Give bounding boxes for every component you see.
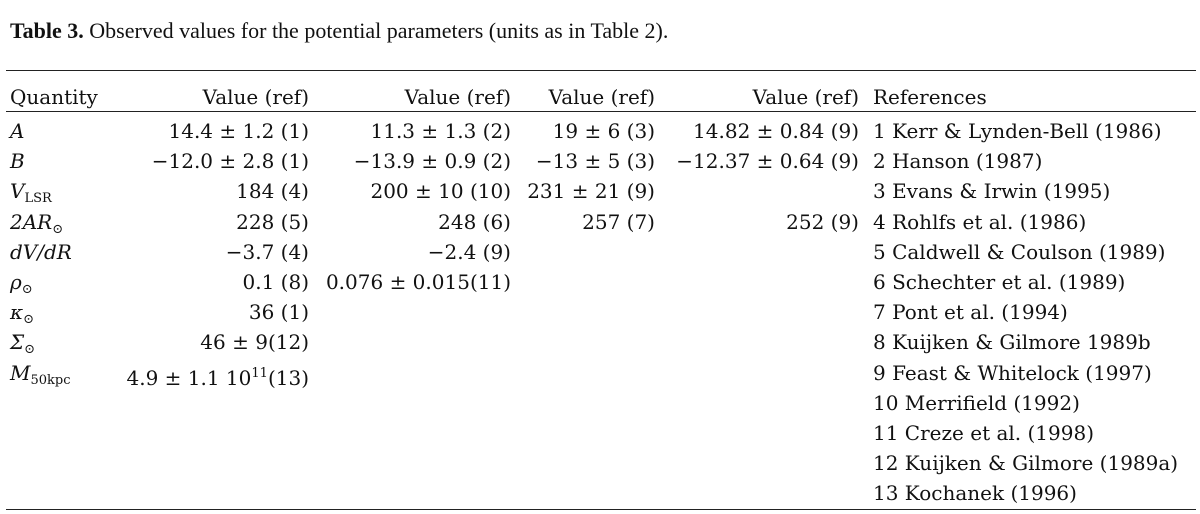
value-cell-1: 228 (5) [236, 210, 309, 234]
table-caption-label: Table 3. [10, 18, 84, 43]
table-caption-text: Observed values for the potential parame… [83, 18, 669, 43]
quantity-cell: VLSR [10, 178, 52, 212]
reference-cell: 8 Kuijken & Gilmore 1989b [873, 330, 1151, 354]
value-cell-2: −13.9 ± 0.9 (2) [353, 149, 511, 173]
value-cell-4: −12.37 ± 0.64 (9) [676, 149, 859, 173]
header-value-2: Value (ref) [404, 85, 511, 109]
value-cell-4: 252 (9) [786, 210, 859, 234]
value-cell-1: 184 (4) [236, 179, 309, 203]
header-value-1: Value (ref) [202, 85, 309, 109]
value-ref: (13) [267, 366, 309, 390]
quantity-subscript: ⊙ [52, 222, 64, 237]
quantity-cell: 2AR⊙ [10, 209, 63, 243]
reference-cell: 1 Kerr & Lynden-Bell (1986) [873, 119, 1162, 143]
value-cell-1: 0.1 (8) [242, 270, 310, 294]
value-cell-1: 14.4 ± 1.2 (1) [168, 119, 310, 143]
reference-cell: 7 Pont et al. (1994) [873, 300, 1068, 324]
value-cell-3: 231 ± 21 (9) [527, 179, 655, 203]
value-mantissa: 4.9 ± 1.1 10 [126, 366, 252, 390]
quantity-subscript: 50kpc [30, 373, 71, 388]
quantity-cell: κ⊙ [10, 299, 34, 333]
header-rule [6, 111, 1196, 112]
value-cell-1: 4.9 ± 1.1 1011(13) [126, 360, 309, 392]
table-caption: Table 3. Observed values for the potenti… [10, 18, 668, 44]
value-cell-2: 0.076 ± 0.015(11) [325, 270, 511, 294]
value-cell-1: −3.7 (4) [225, 240, 309, 264]
quantity-symbol: dV/dR [10, 240, 72, 264]
value-cell-3: 257 (7) [582, 210, 655, 234]
value-cell-1: 46 ± 9(12) [200, 330, 309, 354]
quantity-cell: ρ⊙ [10, 269, 33, 303]
quantity-symbol: V [10, 179, 25, 203]
reference-cell: 4 Rohlfs et al. (1986) [873, 210, 1087, 234]
value-cell-2: 248 (6) [438, 210, 511, 234]
quantity-symbol: M [10, 361, 31, 385]
quantity-symbol: Σ [10, 330, 25, 354]
reference-cell: 12 Kuijken & Gilmore (1989a) [873, 451, 1179, 475]
reference-cell: 5 Caldwell & Coulson (1989) [873, 240, 1166, 264]
quantity-symbol: κ [10, 300, 24, 324]
header-references: References [873, 85, 987, 109]
reference-cell: 10 Merrifield (1992) [873, 391, 1080, 415]
quantity-cell: A [10, 118, 24, 145]
header-quantity: Quantity [10, 85, 98, 109]
quantity-symbol: B [10, 149, 25, 173]
value-cell-1: 36 (1) [248, 300, 309, 324]
reference-cell: 11 Creze et al. (1998) [873, 421, 1095, 445]
value-cell-3: −13 ± 5 (3) [535, 149, 655, 173]
quantity-subscript: ⊙ [23, 312, 35, 327]
header-value-4: Value (ref) [752, 85, 859, 109]
reference-cell: 9 Feast & Whitelock (1997) [873, 361, 1152, 385]
header-value-3: Value (ref) [548, 85, 655, 109]
quantity-symbol: A [10, 119, 25, 143]
quantity-cell: M50kpc [10, 360, 71, 394]
quantity-symbol: 2AR [10, 210, 53, 234]
quantity-cell: B [10, 148, 25, 175]
value-cell-1: −12.0 ± 2.8 (1) [151, 149, 309, 173]
value-cell-2: 11.3 ± 1.3 (2) [370, 119, 512, 143]
table-bottom-rule [6, 509, 1196, 510]
quantity-subscript: LSR [24, 191, 52, 206]
reference-cell: 2 Hanson (1987) [873, 149, 1043, 173]
reference-cell: 13 Kochanek (1996) [873, 481, 1077, 505]
quantity-cell: dV/dR [10, 239, 72, 266]
quantity-subscript: ⊙ [21, 282, 33, 297]
value-cell-2: −2.4 (9) [427, 240, 511, 264]
value-cell-2: 200 ± 10 (10) [370, 179, 511, 203]
reference-cell: 3 Evans & Irwin (1995) [873, 179, 1111, 203]
quantity-cell: Σ⊙ [10, 329, 35, 363]
table-top-rule [6, 70, 1196, 71]
reference-cell: 6 Schechter et al. (1989) [873, 270, 1126, 294]
quantity-subscript: ⊙ [24, 342, 36, 357]
value-cell-4: 14.82 ± 0.84 (9) [693, 119, 859, 143]
value-cell-3: 19 ± 6 (3) [552, 119, 655, 143]
value-exponent: 11 [251, 366, 268, 381]
quantity-symbol: ρ [10, 270, 22, 294]
